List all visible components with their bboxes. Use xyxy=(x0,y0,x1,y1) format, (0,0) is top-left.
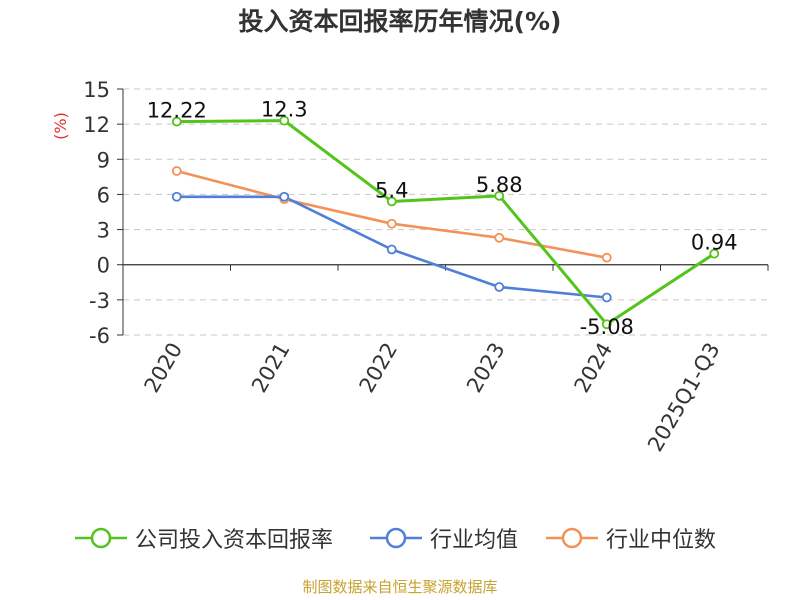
grid-lines xyxy=(123,88,768,336)
legend-item-company[interactable]: 公司投入资本回报率 xyxy=(75,518,333,558)
data-label: 12.22 xyxy=(147,99,207,123)
data-point[interactable] xyxy=(171,166,182,176)
chart-title: 投入资本回报率历年情况(%) xyxy=(238,7,562,36)
x-tick-label: 2021 xyxy=(247,339,295,397)
legend: 公司投入资本回报率 行业均值 行业中位数 xyxy=(0,518,800,558)
legend-label: 行业中位数 xyxy=(606,528,717,553)
data-label: 5.4 xyxy=(375,178,408,202)
legend-line-marker-icon xyxy=(546,527,598,549)
data-point[interactable] xyxy=(171,116,182,127)
data-label: 12.3 xyxy=(261,98,308,122)
legend-label: 行业均值 xyxy=(430,528,519,553)
data-point[interactable] xyxy=(494,282,505,292)
chart-plot: 15 12 9 6 3 0 -3 -6 2020 2021 2022 2023 2024 2025Q1-Q… xyxy=(51,78,769,456)
data-point[interactable] xyxy=(386,196,397,207)
y-tick-label: 6 xyxy=(97,183,110,207)
x-tick-label: 2024 xyxy=(570,339,618,397)
y-tick-label: 0 xyxy=(97,254,110,278)
x-tick-label: 2025Q1-Q3 xyxy=(643,339,725,456)
legend-line-marker-icon xyxy=(75,527,127,549)
source-note: 制图数据来自恒生聚源数据库 xyxy=(302,578,498,596)
x-tick-label: 2022 xyxy=(355,339,403,397)
y-tick-label: -6 xyxy=(89,324,110,348)
data-point[interactable] xyxy=(709,248,720,259)
data-point[interactable] xyxy=(601,292,612,303)
data-point[interactable] xyxy=(386,244,397,255)
data-point[interactable] xyxy=(279,191,290,202)
data-labels: 12.22 12.3 5.4 5.88 -5.08 0.94 xyxy=(147,98,738,340)
y-axis-label: (%) xyxy=(51,112,70,140)
legend-item-industry-median[interactable]: 行业中位数 xyxy=(546,518,716,558)
series-points xyxy=(171,115,720,330)
series-lines xyxy=(176,119,716,326)
axes: 15 12 9 6 3 0 -3 -6 2020 2021 2022 2023 2024 2025Q1-Q… xyxy=(83,78,769,456)
series-line-0 xyxy=(176,119,716,326)
data-point[interactable] xyxy=(494,232,505,243)
data-point[interactable] xyxy=(279,115,290,126)
data-label: 5.88 xyxy=(476,173,523,197)
y-tick-label: 3 xyxy=(97,219,110,243)
x-tick-label: 2020 xyxy=(140,339,188,397)
x-tick-label: 2023 xyxy=(462,339,510,397)
y-tick-label: 12 xyxy=(83,113,110,137)
data-point[interactable] xyxy=(386,218,397,229)
y-tick-label: 9 xyxy=(97,148,110,172)
data-point[interactable] xyxy=(601,252,612,263)
legend-line-marker-icon xyxy=(370,527,422,549)
y-tick-label: -3 xyxy=(89,289,110,313)
data-label: -5.08 xyxy=(580,315,634,339)
legend-label: 公司投入资本回报率 xyxy=(135,528,334,553)
data-point[interactable] xyxy=(494,190,505,201)
data-point[interactable] xyxy=(601,319,612,330)
data-point[interactable] xyxy=(171,191,182,202)
data-label: 0.94 xyxy=(691,231,738,255)
legend-item-industry-mean[interactable]: 行业均值 xyxy=(370,518,518,558)
y-tick-label: 15 xyxy=(83,78,110,102)
